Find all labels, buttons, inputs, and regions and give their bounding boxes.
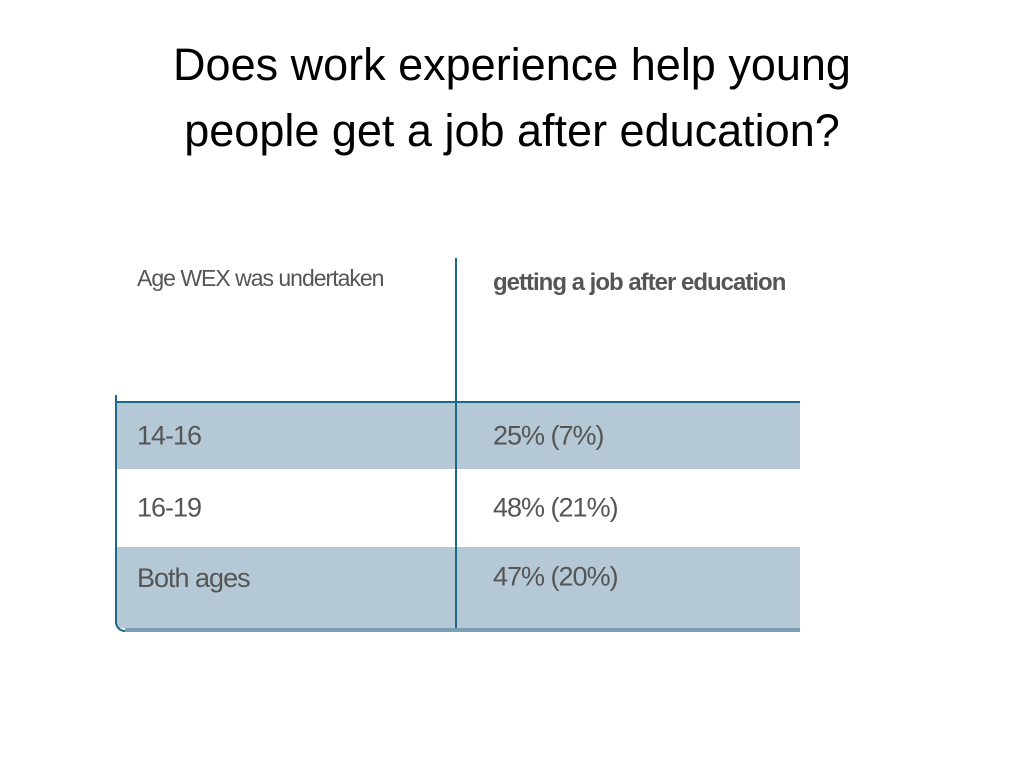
table: Age WEX was undertaken getting a job aft… [115, 258, 800, 632]
table-row: Both ages 47% (20%) [117, 547, 800, 628]
cell: 47% (20%) [493, 561, 619, 592]
cell: 14-16 [137, 420, 202, 451]
column-divider [455, 258, 457, 632]
header-cell: getting a job after education [493, 269, 786, 296]
table-border [115, 395, 127, 632]
slide-title: Does work experience help young people g… [173, 39, 851, 156]
cell: 16-19 [137, 492, 202, 523]
header-cell: Age WEX was undertaken [137, 265, 384, 291]
table-row: 16-19 48% (21%) [117, 469, 800, 547]
cell: 48% (21%) [493, 492, 619, 523]
cell: Both ages [137, 562, 251, 593]
table-border [125, 628, 800, 632]
table-row: 14-16 25% (7%) [117, 403, 800, 469]
row-border [117, 401, 800, 403]
cell: 25% (7%) [493, 420, 605, 451]
